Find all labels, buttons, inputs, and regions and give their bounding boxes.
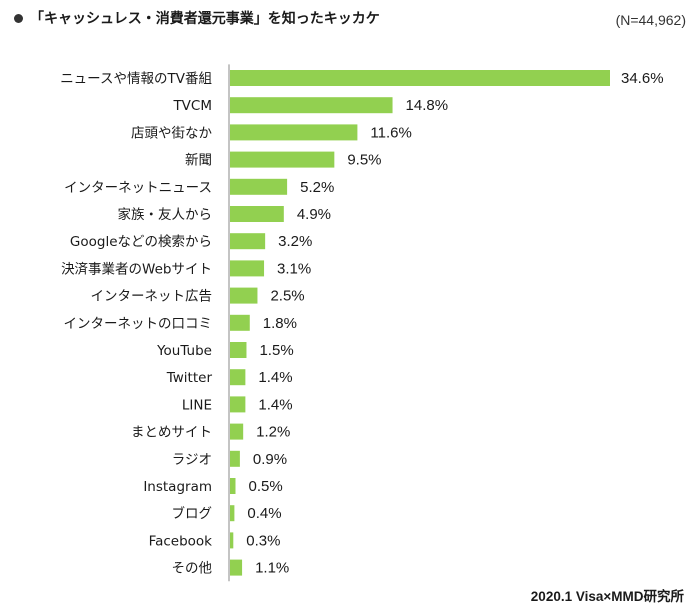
value-label: 1.5% <box>259 342 293 359</box>
category-label: LINE <box>182 397 212 413</box>
bar <box>230 450 240 467</box>
bar <box>230 287 258 304</box>
bar <box>230 97 393 114</box>
source-credit: 2020.1 Visa×MMD研究所 <box>530 589 684 604</box>
category-label: 店頭や街なか <box>131 125 212 141</box>
value-label: 1.8% <box>263 315 297 332</box>
category-label: Googleなどの検索から <box>70 234 212 250</box>
bar <box>230 559 243 576</box>
category-label: Instagram <box>143 479 212 495</box>
bullet-icon <box>14 13 23 23</box>
value-label: 1.4% <box>258 369 292 386</box>
bar <box>230 260 265 277</box>
value-label: 5.2% <box>300 179 334 196</box>
category-label: インターネット広告 <box>91 289 213 305</box>
bar <box>230 151 335 168</box>
category-label: 家族・友人から <box>118 206 213 223</box>
value-label: 3.1% <box>277 260 311 277</box>
value-label: 0.5% <box>248 478 282 495</box>
category-label: まとめサイト <box>131 425 212 441</box>
category-label: Twitter <box>166 370 213 386</box>
bar <box>230 70 610 86</box>
bar <box>230 478 236 494</box>
category-label: TVCM <box>172 98 212 114</box>
category-label: インターネットの口コミ <box>64 316 213 332</box>
category-label: インターネットニュース <box>64 180 212 196</box>
category-label: ブログ <box>172 505 213 522</box>
bar <box>230 505 235 522</box>
value-label: 14.8% <box>406 97 449 114</box>
bar <box>230 396 246 413</box>
bar <box>230 532 234 549</box>
value-label: 1.2% <box>256 424 290 441</box>
bar <box>230 314 250 331</box>
bar <box>230 206 284 222</box>
category-label: 決済事業者のWebサイト <box>61 261 212 277</box>
value-label: 0.3% <box>246 532 280 549</box>
value-label: 1.4% <box>258 396 292 413</box>
category-label: ニュースや情報のTV番組 <box>60 71 212 87</box>
sample-size-note: (N=44,962) <box>615 12 686 28</box>
bar <box>230 342 247 358</box>
bar <box>230 369 246 386</box>
chart-title: 「キャッシュレス・消費者還元事業」を知ったキッカケ <box>30 11 380 27</box>
category-label: 新聞 <box>185 153 212 169</box>
bar <box>230 124 358 141</box>
value-label: 34.6% <box>621 70 664 87</box>
title-row: 「キャッシュレス・消費者還元事業」を知ったキッカケ <box>14 8 380 28</box>
value-label: 3.2% <box>278 233 312 250</box>
bar <box>230 423 244 440</box>
bar <box>230 178 288 195</box>
value-label: 0.9% <box>253 451 287 468</box>
category-label: Facebook <box>149 533 213 549</box>
category-label: その他 <box>172 561 213 577</box>
bar <box>230 233 266 250</box>
value-label: 4.9% <box>297 206 331 223</box>
value-label: 0.4% <box>247 505 281 522</box>
value-label: 1.1% <box>255 560 289 577</box>
category-label: ラジオ <box>172 452 212 468</box>
category-label: YouTube <box>156 343 212 359</box>
value-label: 11.6% <box>370 124 411 141</box>
value-label: 9.5% <box>347 152 381 169</box>
value-label: 2.5% <box>270 288 304 305</box>
